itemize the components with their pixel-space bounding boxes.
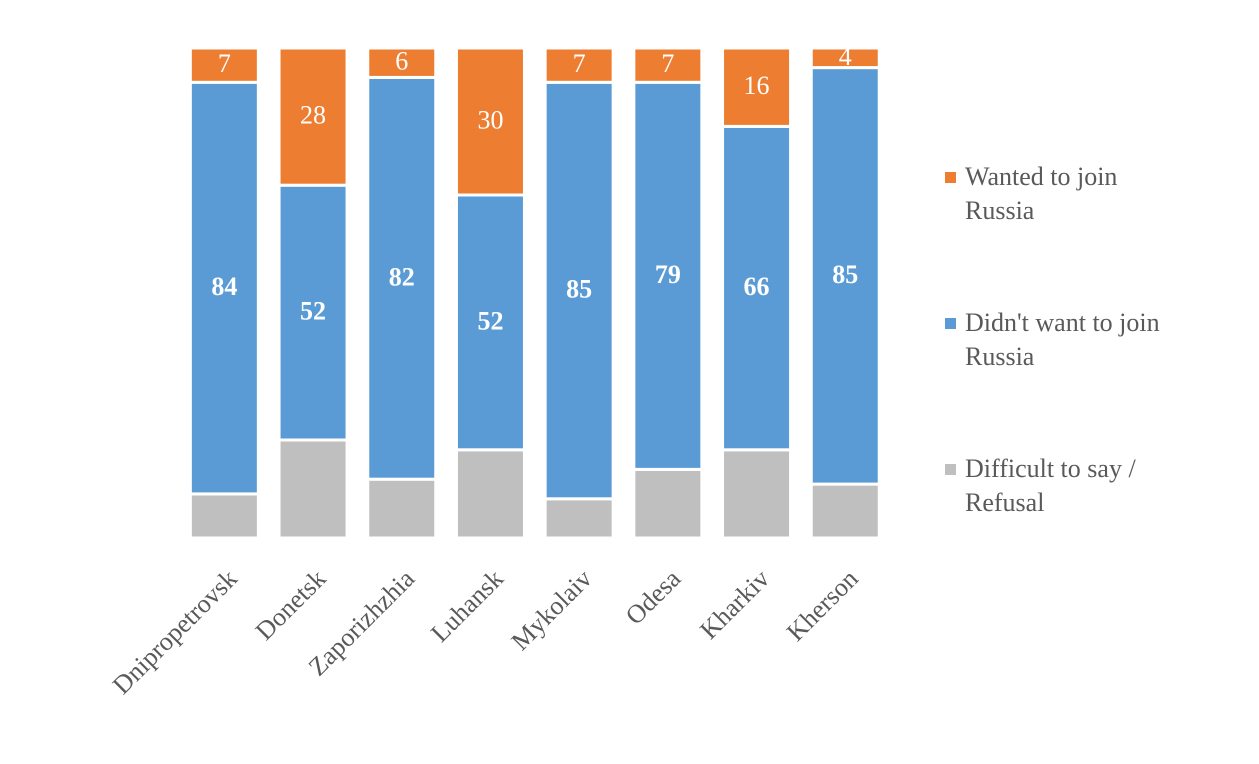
legend-swatch xyxy=(945,464,956,475)
bar-segment xyxy=(454,193,526,452)
value-label: 16 xyxy=(744,71,770,100)
x-tick-label: Dnipropetrovsk xyxy=(107,564,243,700)
bar-segment xyxy=(277,438,349,540)
legend-item: Wanted to join Russia xyxy=(945,160,1185,306)
bar-segment xyxy=(188,80,260,496)
bar-segment xyxy=(721,46,793,128)
bar-segment xyxy=(721,124,793,452)
bar-segment xyxy=(809,482,881,540)
bar-segment xyxy=(277,46,349,187)
bar-segment xyxy=(454,448,526,540)
bar-segment xyxy=(632,467,704,540)
value-label: 85 xyxy=(832,260,858,289)
bar-segment xyxy=(366,477,438,540)
value-label: 28 xyxy=(300,101,326,130)
x-tick-label: Donetsk xyxy=(250,564,332,646)
bar-segment xyxy=(543,497,615,540)
value-label: 4 xyxy=(839,42,852,71)
x-tick-label: Odesa xyxy=(620,564,687,631)
value-label: 30 xyxy=(477,105,503,134)
bar-segment xyxy=(543,46,615,84)
legend-item: Didn't want to join Russia xyxy=(945,306,1185,452)
x-tick-label: Mykolaiv xyxy=(506,564,598,656)
legend-label: Difficult to say / Refusal xyxy=(965,454,1136,517)
bar-segment xyxy=(188,46,260,84)
bar-segment xyxy=(632,80,704,471)
legend-swatch xyxy=(945,172,956,183)
value-label: 52 xyxy=(300,297,326,326)
value-label: 85 xyxy=(566,275,592,304)
value-label: 7 xyxy=(218,49,231,78)
legend-label: Wanted to join Russia xyxy=(965,162,1118,225)
bar-segment xyxy=(366,75,438,481)
value-label: 84 xyxy=(211,272,237,301)
bar-segment xyxy=(454,46,526,197)
value-label: 6 xyxy=(395,47,408,76)
bar-segment xyxy=(632,46,704,84)
bar-segment xyxy=(809,66,881,486)
legend: Wanted to join Russia Didn't want to join… xyxy=(945,160,1185,598)
legend-item: Difficult to say / Refusal xyxy=(945,452,1185,598)
x-tick-label: Luhansk xyxy=(425,564,509,648)
value-label: 7 xyxy=(573,49,586,78)
bar-segment xyxy=(366,46,438,79)
value-label: 7 xyxy=(661,49,674,78)
x-tick-label: Kharkiv xyxy=(694,564,775,645)
legend-label: Didn't want to join Russia xyxy=(965,308,1160,371)
value-label: 79 xyxy=(655,260,681,289)
bar-segment xyxy=(721,448,793,540)
bar-segment xyxy=(188,492,260,540)
bar-segment xyxy=(809,46,881,70)
x-tick-label: Kherson xyxy=(781,564,864,647)
legend-swatch xyxy=(945,318,956,329)
value-label: 52 xyxy=(477,306,503,335)
value-label: 66 xyxy=(744,272,770,301)
value-label: 82 xyxy=(389,262,415,291)
